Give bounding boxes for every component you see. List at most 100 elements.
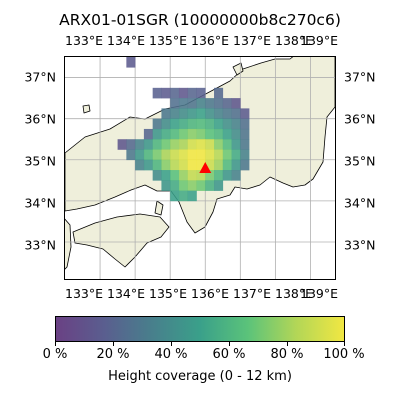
shikoku-island: [72, 213, 170, 268]
coverage-cell: [196, 180, 206, 191]
map-canvas: [65, 57, 335, 279]
coverage-cell: [222, 149, 232, 161]
coverage-cells: [117, 57, 250, 202]
coverage-cell: [231, 149, 241, 161]
coverage-cell: [222, 118, 232, 130]
coverage-cell: [152, 159, 162, 171]
coverage-cell: [214, 159, 224, 171]
coverage-cell: [196, 159, 206, 171]
coverage-cell: [135, 139, 145, 150]
coverage-cell: [240, 139, 250, 150]
coverage-cell: [222, 108, 232, 119]
coverage-cell: [143, 149, 153, 161]
coverage-cell: [126, 57, 136, 68]
coverage-cell: [161, 180, 171, 191]
lon-label-top: 136°E: [190, 33, 230, 48]
colorbar-tick: [287, 342, 288, 346]
coverage-cell: [222, 128, 232, 140]
lat-label-left: 34°N: [24, 195, 56, 211]
coverage-cell: [205, 170, 215, 181]
coverage-cell: [143, 139, 153, 150]
coverage-cell: [214, 108, 224, 119]
lon-label-bottom: 135°E: [148, 286, 188, 301]
coverage-cell: [170, 149, 180, 161]
coverage-cell: [170, 190, 180, 202]
coverage-cell: [170, 98, 180, 109]
coverage-cell: [170, 87, 180, 99]
lon-label-top: 134°E: [106, 33, 146, 48]
coverage-cell: [231, 118, 241, 130]
coverage-cell: [161, 170, 171, 181]
coverage-cell: [135, 159, 145, 171]
coverage-cell: [231, 108, 241, 119]
colorbar-tick-label: 40 %: [154, 347, 188, 362]
coverage-cell: [240, 118, 250, 130]
coverage-cell: [178, 190, 189, 202]
coverage-map: [64, 56, 336, 280]
lon-label-top: 139°E: [299, 33, 339, 48]
coverage-cell: [126, 139, 136, 150]
coverage-cell: [187, 128, 197, 140]
coverage-cell: [205, 108, 215, 119]
coverage-cell: [152, 87, 162, 99]
coverage-cell: [196, 98, 206, 109]
coverage-cell: [222, 139, 232, 150]
lon-label-top: 133°E: [64, 33, 104, 48]
coverage-cell: [196, 139, 206, 150]
coverage-cell: [196, 108, 206, 119]
colorbar: [55, 316, 345, 342]
lat-label-right: 33°N: [344, 237, 376, 253]
coverage-cell: [187, 149, 197, 161]
coverage-cell: [178, 98, 189, 109]
coverage-cell: [187, 190, 197, 202]
coverage-cell: [214, 128, 224, 140]
coverage-cell: [231, 170, 241, 181]
coverage-cell: [231, 139, 241, 150]
coverage-cell: [222, 98, 232, 109]
lon-label-top: 137°E: [232, 33, 272, 48]
coverage-cell: [187, 139, 197, 150]
coverage-cell: [178, 108, 189, 119]
kyushu-edge: [65, 218, 72, 270]
coverage-cell: [152, 149, 162, 161]
colorbar-tick: [344, 342, 345, 346]
coverage-cell: [178, 170, 189, 181]
lon-label-bottom: 137°E: [232, 286, 272, 301]
coverage-cell: [187, 98, 197, 109]
coverage-cell: [205, 139, 215, 150]
coverage-cell: [240, 128, 250, 140]
coverage-cell: [205, 98, 215, 109]
coverage-cell: [161, 159, 171, 171]
lat-label-right: 36°N: [344, 111, 376, 127]
colorbar-tick: [113, 342, 114, 346]
lat-label-left: 36°N: [24, 111, 56, 127]
coverage-cell: [143, 128, 153, 140]
coverage-cell: [214, 139, 224, 150]
lon-label-bottom: 138°E: [274, 286, 314, 301]
coverage-cell: [205, 118, 215, 130]
colorbar-tick-label: 100 %: [323, 347, 365, 362]
coverage-cell: [170, 170, 180, 181]
coverage-cell: [205, 149, 215, 161]
coverage-cell: [214, 87, 224, 99]
coverage-cell: [187, 87, 197, 99]
colorbar-tick-label: 60 %: [212, 347, 246, 362]
chart-title: ARX01-01SGR (10000000b8c270c6): [59, 11, 341, 29]
lat-label-left: 37°N: [24, 69, 56, 85]
coverage-cell: [187, 180, 197, 191]
coverage-cell: [117, 139, 127, 150]
coverage-cell: [178, 180, 189, 191]
coverage-cell: [178, 149, 189, 161]
lon-label-top: 138°E: [274, 33, 314, 48]
lat-label-right: 37°N: [344, 69, 376, 85]
coverage-cell: [187, 118, 197, 130]
coverage-cell: [161, 118, 171, 130]
coverage-cell: [170, 159, 180, 171]
lon-label-bottom: 139°E: [299, 286, 339, 301]
coverage-cell: [240, 108, 250, 119]
coverage-cell: [187, 170, 197, 181]
coverage-cell: [161, 139, 171, 150]
coverage-cell: [161, 128, 171, 140]
coverage-cell: [196, 118, 206, 130]
lon-label-bottom: 134°E: [106, 286, 146, 301]
